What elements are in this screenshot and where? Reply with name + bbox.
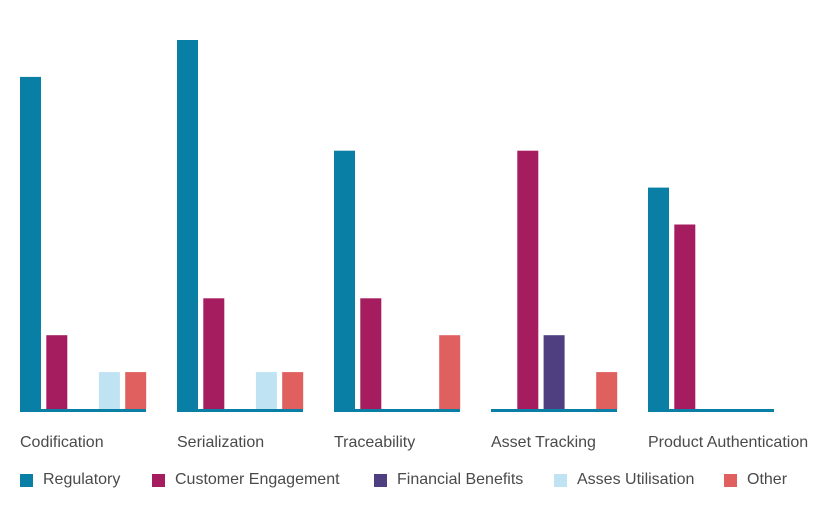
bar-regulatory-traceability [334, 150, 355, 409]
legend-label: Regulatory [43, 471, 121, 488]
category-label: Codification [20, 434, 104, 451]
legend-swatch [374, 473, 387, 487]
category-label: Asset Tracking [491, 434, 596, 451]
axis-baseline [491, 409, 617, 412]
legend-item-asses-utilisation: Asses Utilisation [554, 471, 694, 489]
category-label: Product Authentication [648, 434, 809, 451]
bar-other-codification [125, 372, 147, 409]
bar-asses-utilisation-codification [98, 372, 120, 409]
legend-swatch [20, 473, 33, 487]
bar-customer-engagement-traceability [360, 298, 382, 409]
axis-baseline [177, 409, 303, 412]
legend-swatch [554, 473, 567, 487]
legend-label: Customer Engagement [175, 471, 340, 488]
legend-label: Asses Utilisation [577, 471, 695, 488]
legend-item-regulatory: Regulatory [20, 471, 120, 489]
axis-baseline [334, 409, 460, 412]
bar-customer-engagement-serialization [203, 298, 225, 409]
bar-other-traceability [439, 335, 461, 409]
category-label: Traceability [334, 434, 416, 451]
legend-swatch [152, 473, 165, 487]
bar-asses-utilisation-serialization [255, 372, 277, 409]
bar-customer-engagement-asset-tracking [517, 150, 539, 409]
bar-regulatory-codification [20, 76, 41, 410]
category-label: Serialization [177, 434, 265, 451]
bar-financial-benefits-asset-tracking [543, 335, 565, 409]
bar-customer-engagement-product-authentication [674, 224, 696, 409]
bar-regulatory-serialization [177, 40, 198, 409]
legend-swatch [724, 473, 737, 487]
bar-regulatory-product-authentication [648, 187, 669, 409]
legend-label: Other [747, 471, 788, 488]
bar-customer-engagement-codification [46, 335, 68, 409]
bar-other-serialization [282, 372, 304, 409]
legend-label: Financial Benefits [397, 471, 524, 488]
axis-baseline [20, 409, 146, 412]
legend-item-other: Other [724, 471, 787, 489]
bar-other-asset-tracking [596, 372, 618, 409]
axis-baseline [648, 409, 774, 412]
legend-item-financial-benefits: Financial Benefits [374, 471, 523, 489]
legend: Regulatory Customer Engagement Financial… [0, 471, 840, 495]
legend-item-customer-engagement: Customer Engagement [152, 471, 340, 489]
